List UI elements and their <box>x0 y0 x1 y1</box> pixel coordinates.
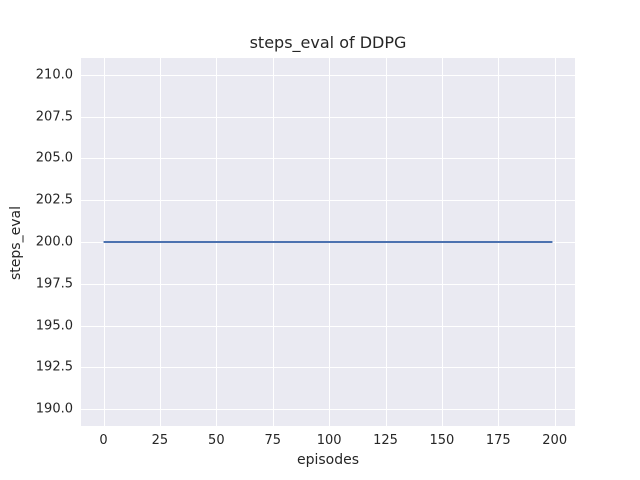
y-gridline <box>81 409 575 411</box>
x-tick-label: 75 <box>264 433 282 448</box>
x-tick-label: 125 <box>373 433 398 448</box>
y-tick-label: 205.0 <box>35 150 73 166</box>
x-axis-label: episodes <box>296 452 360 468</box>
y-gridline <box>81 367 575 369</box>
x-tick-label: 100 <box>316 433 342 448</box>
y-tick-label: 200.0 <box>35 234 73 250</box>
x-tick-label: 50 <box>208 433 225 448</box>
y-tick-label: 197.5 <box>35 276 73 292</box>
y-gridline <box>81 74 575 76</box>
y-tick-label: 207.5 <box>35 109 73 125</box>
y-gridline <box>81 283 575 285</box>
y-gridline <box>81 200 575 202</box>
x-tick-label: 0 <box>99 433 108 448</box>
y-tick-label: 190.0 <box>35 401 73 417</box>
chart-title: steps_eval of DDPG <box>249 33 407 52</box>
y-axis-label: steps_eval <box>8 206 24 280</box>
y-tick-label: 210.0 <box>35 67 73 83</box>
x-tick-label: 25 <box>151 433 169 448</box>
y-gridline <box>81 158 575 160</box>
y-tick-label: 202.5 <box>35 192 73 208</box>
y-tick-label: 192.5 <box>35 359 73 375</box>
y-gridline <box>81 116 575 118</box>
x-tick-label: 150 <box>429 433 455 448</box>
y-tick-label: 195.0 <box>35 318 73 334</box>
x-tick-label: 175 <box>485 433 511 448</box>
y-gridline <box>81 325 575 327</box>
x-tick-label: 200 <box>542 433 568 448</box>
